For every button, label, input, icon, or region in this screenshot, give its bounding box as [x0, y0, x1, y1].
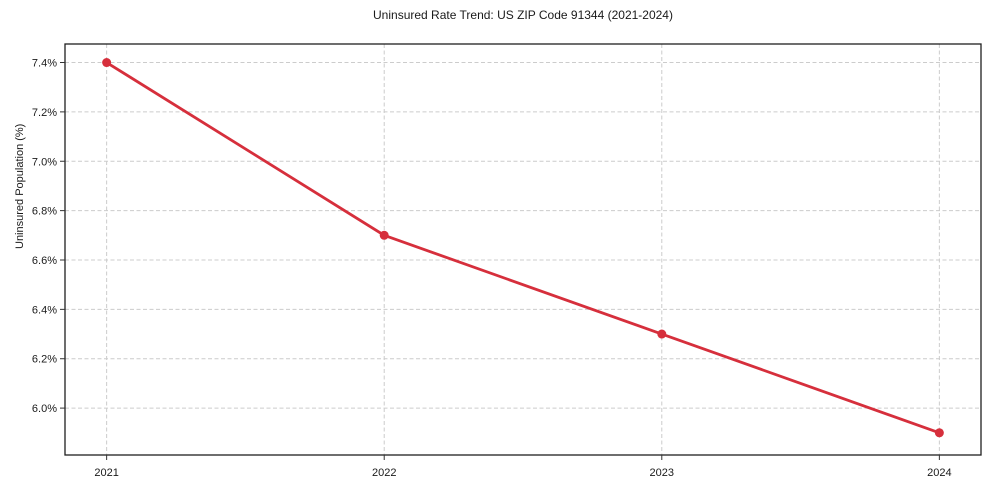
- x-tick-label: 2021: [94, 467, 118, 479]
- y-tick-label: 7.2%: [32, 107, 57, 119]
- trend-line: [105, 61, 941, 435]
- y-tick-label: 6.0%: [32, 403, 57, 415]
- y-tick-label: 6.2%: [32, 354, 57, 366]
- y-tick-label: 7.4%: [32, 58, 57, 70]
- y-tick-label: 6.8%: [32, 206, 57, 218]
- data-point-marker: [102, 58, 112, 68]
- x-tick-label: 2024: [927, 467, 951, 479]
- y-tick-label: 7.0%: [32, 156, 57, 168]
- data-point-marker: [379, 230, 389, 240]
- y-tick-label: 6.6%: [32, 255, 57, 267]
- data-point-marker: [934, 428, 944, 438]
- x-tick-label: 2022: [372, 467, 396, 479]
- x-tick-label: 2023: [650, 467, 674, 479]
- chart-title: Uninsured Rate Trend: US ZIP Code 91344 …: [373, 8, 673, 22]
- plot-border: [64, 43, 982, 456]
- data-point-marker: [657, 329, 667, 339]
- y-tick-label: 6.4%: [32, 304, 57, 316]
